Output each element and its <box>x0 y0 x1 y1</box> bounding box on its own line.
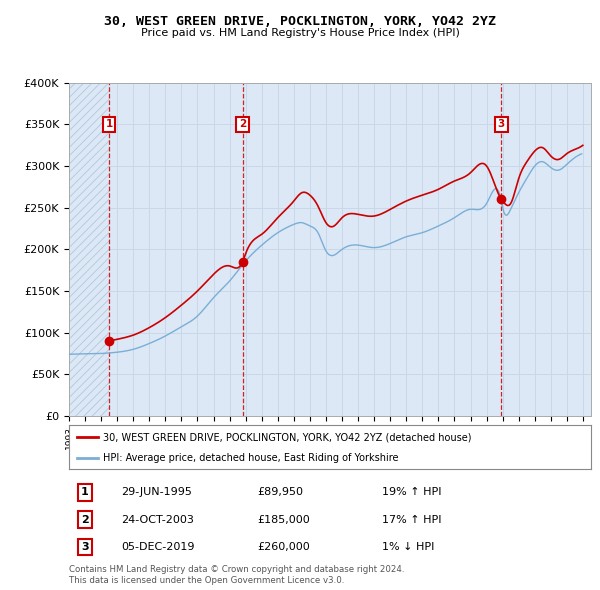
Text: 2: 2 <box>81 514 89 525</box>
Text: 1: 1 <box>106 119 113 129</box>
Text: 2: 2 <box>239 119 246 129</box>
Bar <box>69 83 109 416</box>
Text: This data is licensed under the Open Government Licence v3.0.: This data is licensed under the Open Gov… <box>69 576 344 585</box>
Text: £89,950: £89,950 <box>257 487 303 497</box>
Text: 3: 3 <box>81 542 88 552</box>
Text: Price paid vs. HM Land Registry's House Price Index (HPI): Price paid vs. HM Land Registry's House … <box>140 28 460 38</box>
Text: 05-DEC-2019: 05-DEC-2019 <box>121 542 194 552</box>
Text: 30, WEST GREEN DRIVE, POCKLINGTON, YORK, YO42 2YZ (detached house): 30, WEST GREEN DRIVE, POCKLINGTON, YORK,… <box>103 432 472 442</box>
Text: 29-JUN-1995: 29-JUN-1995 <box>121 487 192 497</box>
Text: HPI: Average price, detached house, East Riding of Yorkshire: HPI: Average price, detached house, East… <box>103 453 398 463</box>
Text: £260,000: £260,000 <box>257 542 310 552</box>
Text: 1: 1 <box>81 487 89 497</box>
Text: 24-OCT-2003: 24-OCT-2003 <box>121 514 194 525</box>
Text: 3: 3 <box>498 119 505 129</box>
Text: £185,000: £185,000 <box>257 514 310 525</box>
Text: Contains HM Land Registry data © Crown copyright and database right 2024.: Contains HM Land Registry data © Crown c… <box>69 565 404 574</box>
Text: 17% ↑ HPI: 17% ↑ HPI <box>382 514 442 525</box>
Text: 30, WEST GREEN DRIVE, POCKLINGTON, YORK, YO42 2YZ: 30, WEST GREEN DRIVE, POCKLINGTON, YORK,… <box>104 15 496 28</box>
Text: 19% ↑ HPI: 19% ↑ HPI <box>382 487 442 497</box>
Text: 1% ↓ HPI: 1% ↓ HPI <box>382 542 434 552</box>
